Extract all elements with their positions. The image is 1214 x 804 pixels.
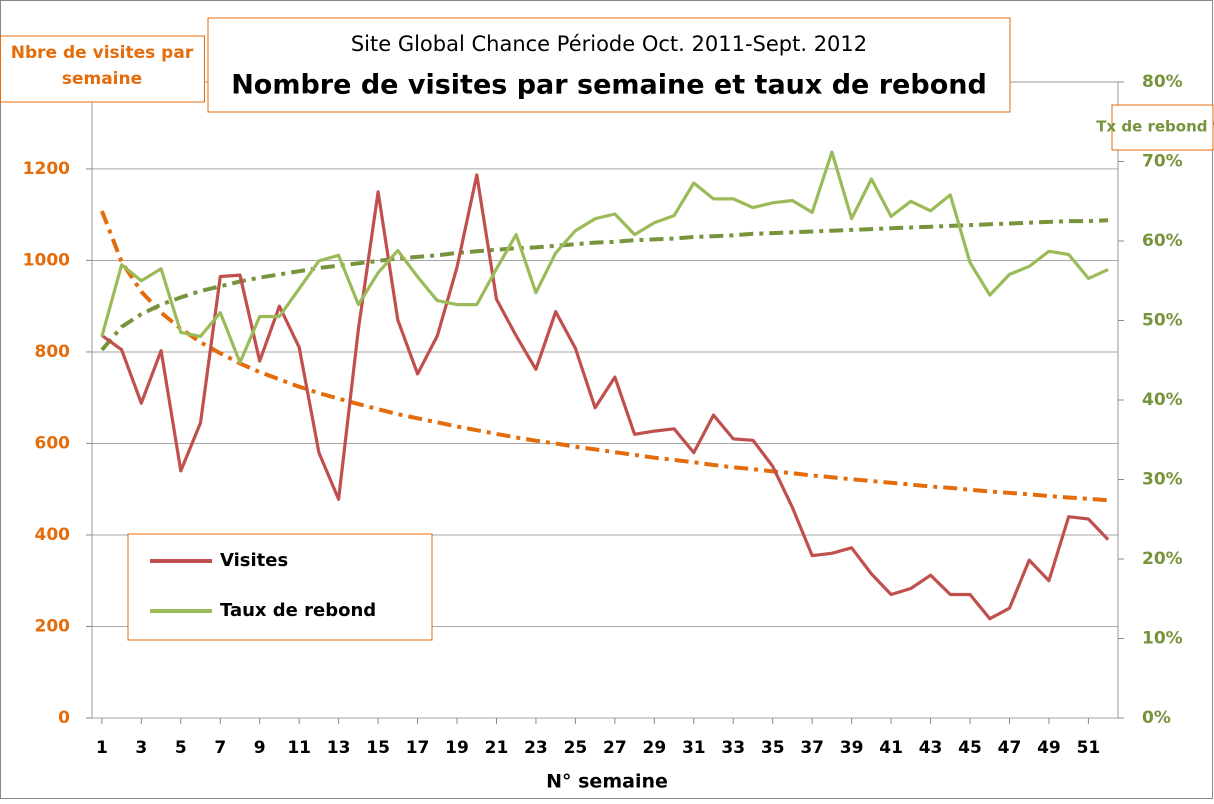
x-tick-label: 37 [800,738,824,758]
x-tick-label: 13 [327,738,351,758]
y2-tick-label: 80% [1142,72,1183,92]
x-tick-label: 25 [564,738,588,758]
y-tick-label: 200 [35,616,71,636]
trend-line [100,218,1109,352]
y-tick-label: 1200 [23,159,70,179]
legend-box [127,533,433,641]
x-tick-label: 45 [958,738,982,758]
x-tick-label: 1 [96,738,108,758]
legend-label: Visites [220,550,288,571]
x-tick-label: 31 [682,738,706,758]
chart-title: Site Global Chance Période Oct. 2011-Sep… [351,32,867,56]
x-tick-label: 9 [254,738,266,758]
x-tick-label: 41 [879,738,903,758]
x-tick-label: 43 [919,738,943,758]
title-box [207,17,1011,113]
y2-tick-label: 30% [1142,470,1183,490]
x-tick-label: 11 [287,738,311,758]
x-tick-label: 3 [135,738,147,758]
x-tick-label: 33 [721,738,745,758]
series-line [100,173,1110,621]
x-tick-label: 51 [1077,738,1101,758]
x-tick-label: 49 [1037,738,1061,758]
chart-subtitle: Nombre de visites par semaine et taux de… [231,70,987,101]
y-tick-label: 800 [35,342,71,362]
legend-label: Taux de rebond [220,600,376,621]
y2-label-box [1111,104,1214,151]
y2-tick-label: 0% [1142,708,1171,728]
y-tick-label: 0 [58,708,70,728]
y2-axis-label: Tx de rebond % [1096,118,1214,136]
y-label-box [0,35,205,103]
x-tick-label: 15 [366,738,390,758]
y-tick-label: 400 [35,525,71,545]
x-axis-label: N° semaine [546,771,668,793]
y2-tick-label: 50% [1142,311,1183,331]
y-tick-label: 600 [35,433,71,453]
x-tick-label: 47 [998,738,1022,758]
x-tick-label: 7 [214,738,226,758]
y2-tick-label: 10% [1142,629,1183,649]
x-tick-label: 23 [524,738,548,758]
y-tick-label: 1000 [23,250,70,270]
x-tick-label: 35 [761,738,785,758]
y2-tick-label: 40% [1142,390,1183,410]
y2-tick-label: 60% [1142,231,1183,251]
x-tick-label: 19 [445,738,469,758]
y-axis-label: Nbre de visites par semaine [10,43,194,89]
x-tick-label: 27 [603,738,627,758]
y-label-holder: Nbre de visites par semaine [10,43,194,89]
x-tick-label: 5 [175,738,187,758]
series-line [100,150,1109,365]
x-tick-label: 29 [642,738,666,758]
x-tick-label: 21 [485,738,509,758]
x-tick-label: 17 [406,738,430,758]
y2-tick-label: 70% [1142,152,1183,172]
trend-line [100,210,1109,503]
y2-tick-label: 20% [1142,549,1183,569]
x-tick-label: 39 [840,738,864,758]
